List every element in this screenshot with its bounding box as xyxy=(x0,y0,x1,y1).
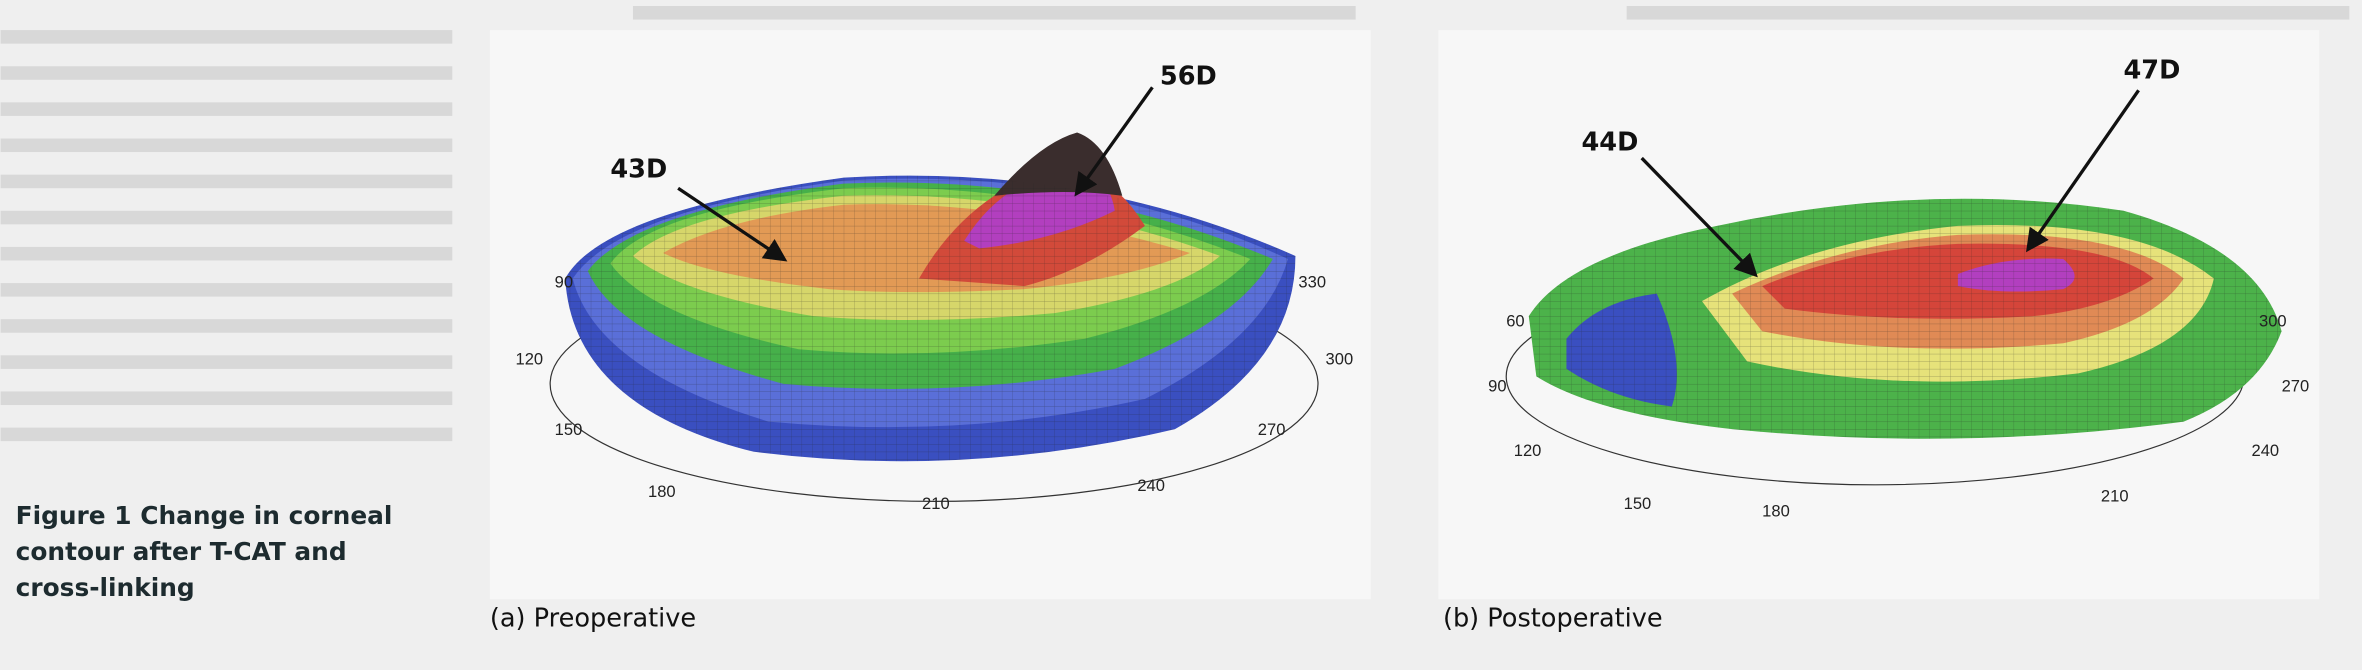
angle-label: 120 xyxy=(1514,441,1542,460)
angle-label: 90 xyxy=(1488,376,1506,395)
caption-line: contour after T-CAT and xyxy=(16,537,347,566)
topography-a xyxy=(549,132,1319,502)
angle-label: 60 xyxy=(1506,312,1524,331)
caption-label: Figure 1 xyxy=(16,501,132,530)
background-text xyxy=(0,6,2350,442)
annotation: 43D xyxy=(610,155,667,185)
annotation: 56D xyxy=(1160,61,1217,91)
angle-label: 300 xyxy=(2259,312,2287,331)
caption-line: Change in corneal xyxy=(140,501,392,530)
angle-label: 240 xyxy=(1137,476,1165,495)
angle-label: 210 xyxy=(2101,486,2129,505)
angle-label: 210 xyxy=(922,494,950,513)
angle-label: 270 xyxy=(2282,376,2310,395)
angle-label: 180 xyxy=(1762,501,1790,520)
topography-b xyxy=(1505,198,2282,486)
angle-label: 90 xyxy=(555,273,573,292)
annotation: 47D xyxy=(2124,55,2181,85)
angle-label: 270 xyxy=(1258,420,1286,439)
caption-line: cross-linking xyxy=(16,573,195,602)
panel-caption: (b) Postoperative xyxy=(1443,603,1663,633)
annotation: 44D xyxy=(1581,128,1638,158)
angle-label: 150 xyxy=(555,420,583,439)
angle-label: 180 xyxy=(648,482,676,501)
angle-label: 150 xyxy=(1624,494,1652,513)
angle-label: 240 xyxy=(2251,441,2279,460)
angle-label: 330 xyxy=(1298,273,1326,292)
arrows xyxy=(677,86,2140,278)
figure-caption: Figure 1 Change in corneal xyxy=(16,501,393,530)
panel-caption: (a) Preoperative xyxy=(490,603,696,633)
angle-label: 120 xyxy=(516,349,544,368)
angle-label: 300 xyxy=(1326,349,1354,368)
